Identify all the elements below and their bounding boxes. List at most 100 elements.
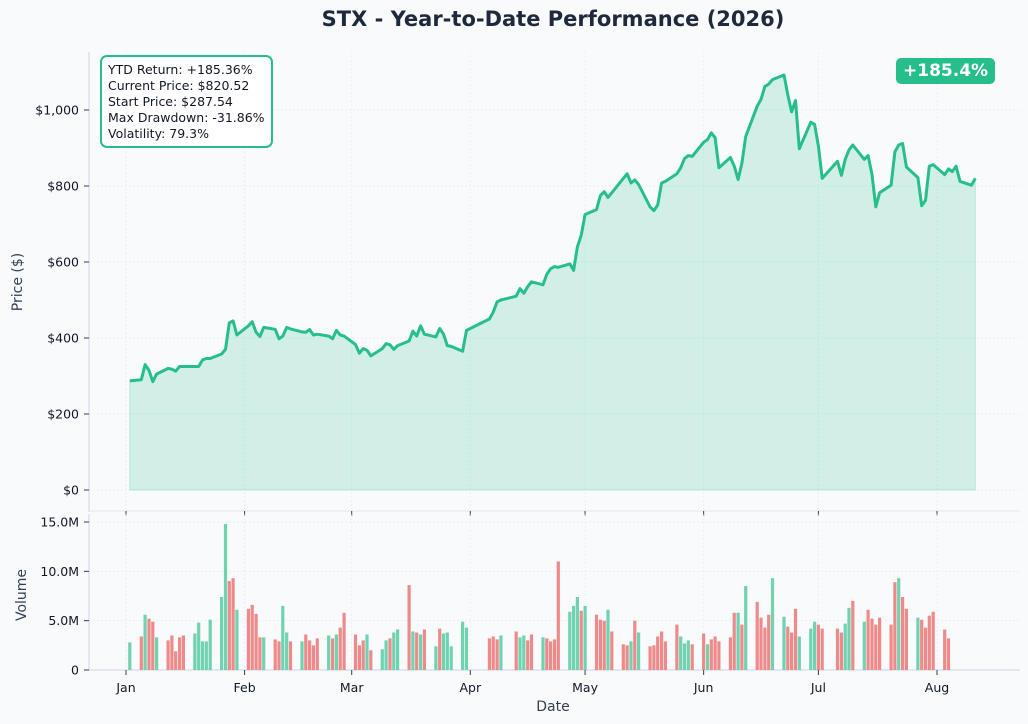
volume-bar <box>231 578 235 670</box>
volume-bar <box>740 624 744 670</box>
volume-bar <box>920 619 924 670</box>
volume-bar <box>545 638 549 670</box>
volume-panel: 0 5.0M 10.0M 15.0M Jan Feb Mar Apr May Jun Jul Aug… <box>14 514 1020 715</box>
volume-bar <box>943 629 947 670</box>
volume-x-tick-label: Aug <box>925 680 949 695</box>
volume-bar <box>556 561 560 670</box>
volume-bar <box>744 586 748 670</box>
volume-bar <box>311 645 315 670</box>
volume-x-tick-label: Jan <box>115 680 135 695</box>
volume-bars <box>128 524 951 670</box>
volume-bar <box>625 645 629 670</box>
volume-bar <box>300 641 304 670</box>
volume-bar <box>843 623 847 670</box>
volume-bar <box>839 632 843 670</box>
volume-bar <box>572 605 576 670</box>
volume-bar <box>250 604 254 670</box>
volume-bar <box>445 632 449 670</box>
chart-title: STX - Year-to-Date Performance (2026) <box>322 7 785 31</box>
volume-bar <box>709 639 713 670</box>
volume-bar <box>679 636 683 670</box>
volume-bar <box>491 636 495 670</box>
volume-bar <box>277 641 281 670</box>
volume-bar <box>579 610 583 670</box>
volume-bar <box>288 641 293 670</box>
volume-bar <box>660 631 664 670</box>
volume-bar <box>411 631 415 670</box>
volume-bar <box>441 633 446 670</box>
volume-bar <box>285 632 289 670</box>
return-badge: +185.4% <box>896 58 996 84</box>
volume-bar <box>227 581 231 670</box>
volume-bar <box>809 628 813 670</box>
volume-bar <box>713 636 717 670</box>
volume-bar <box>170 635 174 670</box>
volume-y-tick-label: 5.0M <box>48 613 79 628</box>
volume-bar <box>353 634 358 670</box>
price-y-label: Price ($) <box>10 253 26 311</box>
volume-bar <box>495 639 499 670</box>
volume-bar <box>422 629 426 670</box>
volume-bar <box>847 607 851 670</box>
stat-start-price: Start Price: $287.54 <box>108 94 233 109</box>
volume-bar <box>732 612 736 670</box>
volume-bar <box>464 627 469 670</box>
volume-bar <box>568 611 572 670</box>
volume-bar <box>139 636 143 670</box>
volume-bar <box>178 637 182 670</box>
price-y-tick-label: $400 <box>47 331 79 346</box>
volume-bar <box>334 634 338 670</box>
volume-bar <box>181 635 185 670</box>
volume-bar <box>927 615 931 670</box>
volume-bar <box>736 612 740 670</box>
volume-bar <box>931 611 935 670</box>
volume-bar <box>361 640 365 670</box>
volume-bar <box>514 631 518 670</box>
volume-bar <box>193 633 197 670</box>
price-y-tick-label: $200 <box>47 407 79 422</box>
volume-bar <box>200 641 205 670</box>
volume-bar <box>816 624 820 670</box>
volume-bar <box>728 637 732 670</box>
volume-bar <box>396 629 400 670</box>
volume-bar <box>342 612 346 670</box>
volume-x-tick-label: Jul <box>810 680 826 695</box>
volume-bar <box>851 600 855 670</box>
volume-bar <box>415 632 419 670</box>
volume-bar <box>889 624 893 670</box>
volume-bar <box>304 634 308 670</box>
volume-bar <box>526 640 530 670</box>
volume-bar <box>235 609 239 670</box>
stat-max-drawdown: Max Drawdown: -31.86% <box>108 110 265 125</box>
volume-bar <box>166 640 170 670</box>
volume-y-tick-label: 10.0M <box>40 564 79 579</box>
volume-bar <box>633 620 637 670</box>
price-y-tick-label: $800 <box>47 179 79 194</box>
stat-volatility: Volatility: 79.3% <box>108 126 209 141</box>
volume-bar <box>388 638 392 670</box>
volume-bar <box>759 617 763 670</box>
volume-bar <box>128 642 132 670</box>
volume-bar <box>365 634 369 670</box>
volume-x-ticks: Jan Feb Mar Apr May Jun Jul Aug <box>115 670 949 695</box>
volume-y-label: Volume <box>14 569 30 621</box>
volume-bar <box>327 635 331 670</box>
volume-x-tick-label: May <box>572 680 598 695</box>
volume-y-tick-label: 0 <box>71 663 79 678</box>
price-y-tick-label: $600 <box>47 255 79 270</box>
volume-bar <box>717 641 721 670</box>
volume-bar <box>755 601 759 670</box>
volume-bar <box>380 649 384 670</box>
volume-bar <box>897 578 901 670</box>
volume-bar <box>575 597 579 670</box>
volume-x-tick-label: Feb <box>234 680 256 695</box>
volume-bar <box>610 631 614 670</box>
volume-bar <box>637 632 641 670</box>
volume-bar <box>254 613 258 670</box>
volume-bar <box>874 624 878 670</box>
volume-x-tick-label: Mar <box>340 680 364 695</box>
volume-bar <box>893 582 897 670</box>
volume-bar <box>946 638 951 670</box>
stat-ytd-return: YTD Return: +185.36% <box>108 62 253 77</box>
volume-bar <box>606 609 610 670</box>
